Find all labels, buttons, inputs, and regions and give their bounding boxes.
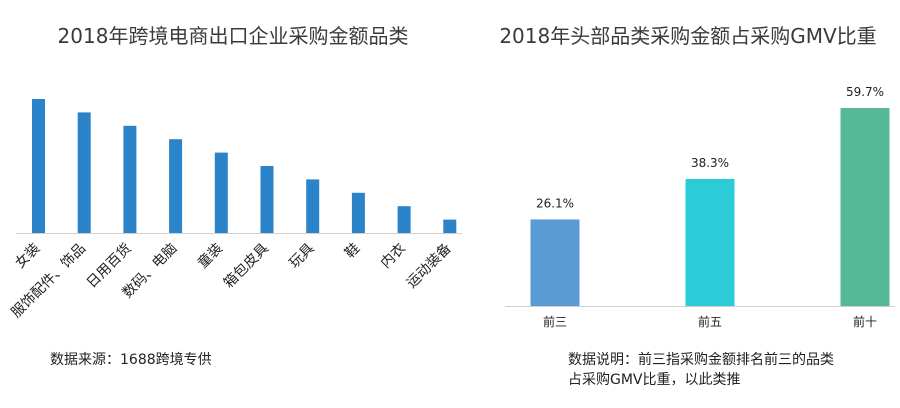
bar-内衣 xyxy=(397,206,411,233)
category-tick-label: 运动装备 xyxy=(403,240,455,292)
value-label-前三: 26.1% xyxy=(536,196,574,210)
right-data-explanation-note: 数据说明：前三指采购金额排名前三的品类 占采购GMV比重，以此类推 xyxy=(568,350,888,390)
left-data-source-note: 数据来源：1688跨境专供 xyxy=(50,352,212,368)
right-note-line-2: 占采购GMV比重，以此类推 xyxy=(568,372,741,388)
bar-鞋 xyxy=(351,192,365,233)
right-bar-chart: 26.1% 前三 38.3% 前五 59.7% 前十 xyxy=(505,85,895,329)
bar-前十 xyxy=(840,108,890,306)
value-label-前十: 59.7% xyxy=(846,85,884,99)
category-tick-label: 内衣 xyxy=(378,241,409,272)
bar-女装 xyxy=(32,99,45,233)
left-chart-title: 2018年跨境电商出口企业采购金额品类 xyxy=(57,24,409,48)
category-tick-label: 鞋 xyxy=(342,241,363,262)
bar-前三 xyxy=(530,219,580,306)
left-bar-chart: 女装服饰配件、饰品日用百货数码、电脑 童装箱包皮具 玩具鞋内衣运动装备 xyxy=(8,99,462,321)
category-tick-label: 箱包皮具 xyxy=(221,241,272,292)
bar-运动装备 xyxy=(443,219,457,233)
bar-前五 xyxy=(685,178,735,306)
category-tick-label: 童装 xyxy=(194,240,226,272)
bar-玩具 xyxy=(306,179,320,233)
bar-箱包皮具 xyxy=(260,166,274,233)
bar-服饰配件、饰品 xyxy=(77,112,91,233)
value-label-前五: 38.3% xyxy=(691,156,729,170)
bar-日用百货 xyxy=(123,125,137,233)
right-chart-title: 2018年头部品类采购金额占采购GMV比重 xyxy=(499,24,877,48)
category-tick-label: 女装 xyxy=(12,240,44,272)
right-note-line-1: 数据说明：前三指采购金额排名前三的品类 xyxy=(568,352,834,368)
category-tick-label: 玩具 xyxy=(286,241,317,272)
category-tick-label: 前十 xyxy=(853,314,877,329)
bar-童装 xyxy=(214,152,228,233)
category-tick-label: 前三 xyxy=(543,314,567,329)
category-tick-label: 前五 xyxy=(698,314,722,329)
bar-数码、电脑 xyxy=(169,139,183,233)
